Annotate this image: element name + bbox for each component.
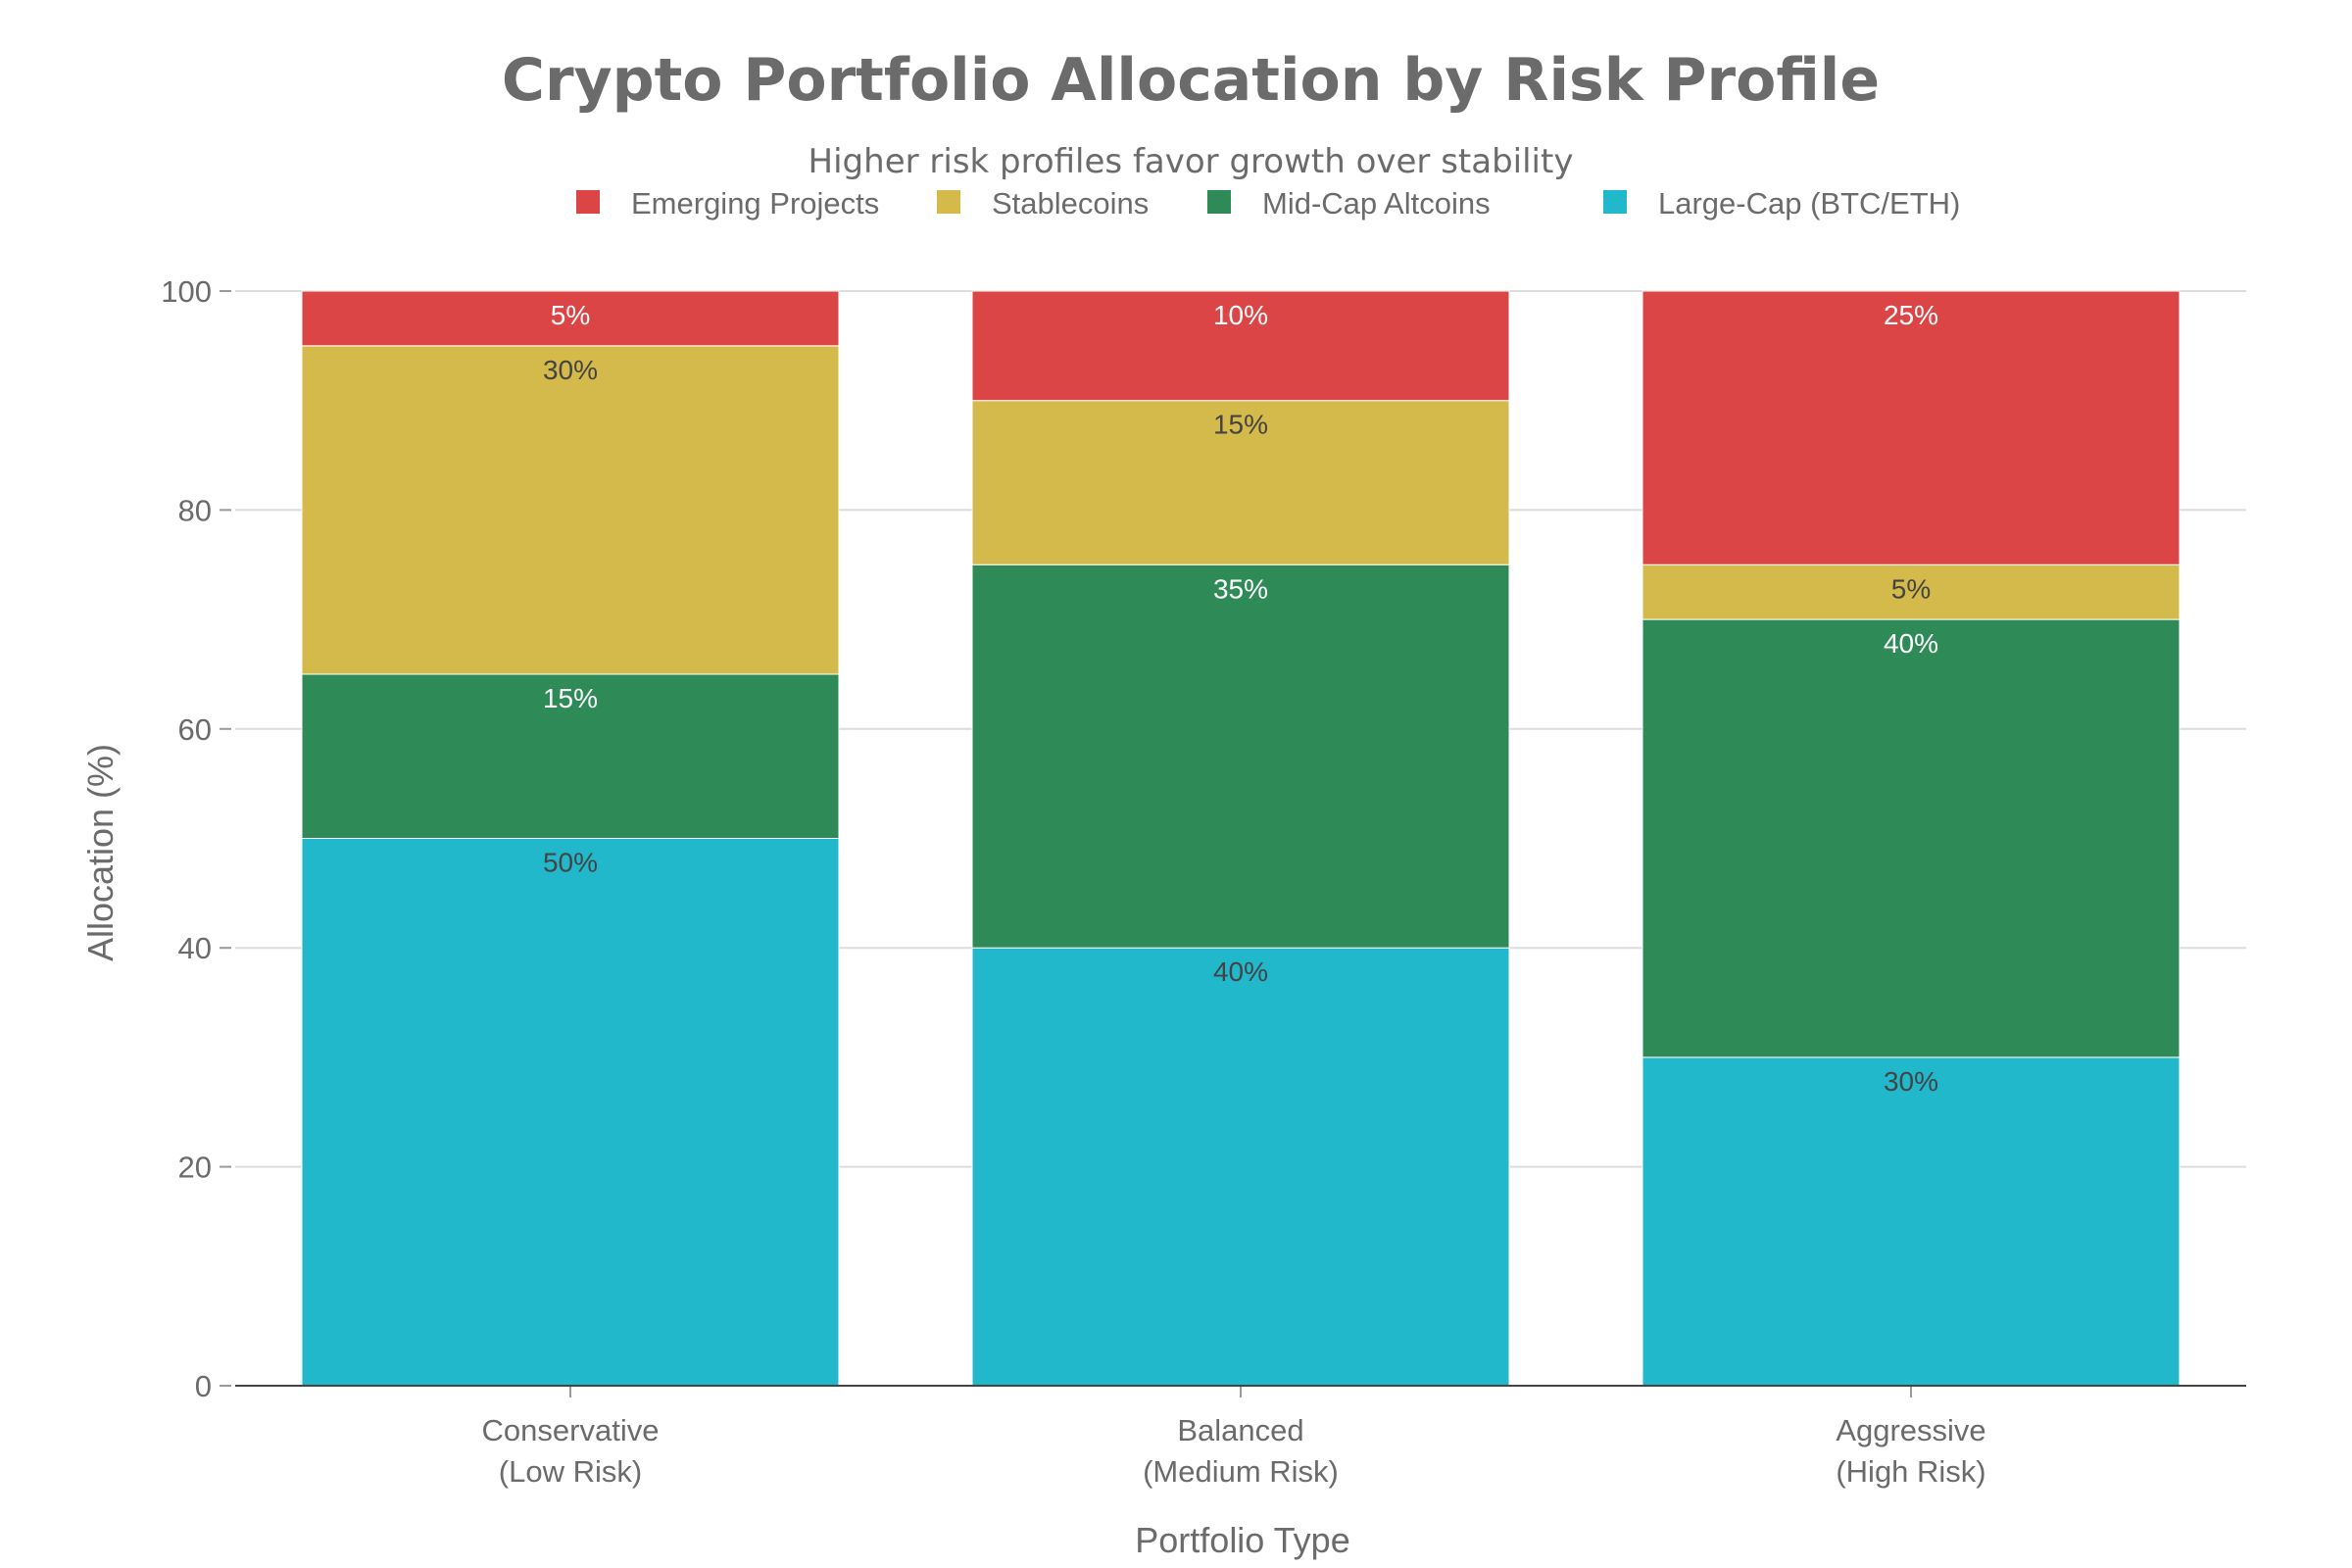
legend-label: Mid-Cap Altcoins <box>1262 186 1491 220</box>
data-label: 25% <box>1884 300 1938 330</box>
data-label: 30% <box>543 355 598 385</box>
bars: 50% 15% 30% 5% 40% 35% 15% 10% 30% 40% 5% 25% <box>301 290 2180 1387</box>
axes: 0 20 40 60 80 100 Conservative (Low Risk) Balanc… <box>161 274 2246 1489</box>
data-label: 15% <box>543 683 598 713</box>
y-tick-label: 100 <box>161 274 212 309</box>
data-label: 15% <box>1213 410 1268 440</box>
data-label: 40% <box>1884 628 1938 659</box>
bar-segment[interactable] <box>971 400 1510 565</box>
bar-segment[interactable] <box>971 947 1510 1387</box>
bar-segment[interactable] <box>971 290 1510 402</box>
chart-title: Crypto Portfolio Allocation by Risk Prof… <box>502 46 1880 115</box>
x-tick-label: Aggressive (High Risk) <box>1836 1413 1985 1489</box>
data-label: 10% <box>1213 300 1268 330</box>
bar-segment[interactable] <box>1642 618 2180 1058</box>
legend-label: Emerging Projects <box>631 186 879 220</box>
y-tick-label: 40 <box>178 931 212 965</box>
bar-segment[interactable] <box>301 838 840 1387</box>
legend-label: Stablecoins <box>992 186 1149 220</box>
y-tick-label: 60 <box>178 712 212 747</box>
legend-swatch <box>1603 190 1627 214</box>
chart-subtitle: Higher risk profiles favor growth over s… <box>808 142 1574 181</box>
data-label: 40% <box>1213 956 1268 987</box>
data-label: 35% <box>1213 573 1268 604</box>
legend-item[interactable]: Stablecoins <box>937 186 1149 220</box>
data-label: 5% <box>551 300 590 330</box>
legend-item[interactable]: Large-Cap (BTC/ETH) <box>1603 186 1960 220</box>
y-tick-label: 80 <box>178 493 212 527</box>
bar-segment[interactable] <box>971 564 1510 949</box>
data-label: 30% <box>1884 1066 1938 1097</box>
legend-swatch <box>576 190 600 214</box>
bar-segment[interactable] <box>1642 1056 2180 1387</box>
data-label: 50% <box>543 848 598 878</box>
x-tick-label: Balanced (Medium Risk) <box>1143 1413 1339 1489</box>
x-axis-title: Portfolio Type <box>1135 1520 1349 1560</box>
data-label: 5% <box>1891 573 1931 604</box>
legend-swatch <box>1207 190 1231 214</box>
x-tick-label: Conservative (Low Risk) <box>482 1413 660 1489</box>
y-tick-label: 0 <box>195 1369 212 1403</box>
bar-segment[interactable] <box>301 290 840 347</box>
legend: Emerging Projects Stablecoins Mid-Cap Altc… <box>576 186 1960 220</box>
legend-item[interactable]: Mid-Cap Altcoins <box>1207 186 1491 220</box>
legend-swatch <box>937 190 960 214</box>
bar-segment[interactable] <box>301 345 840 675</box>
legend-item[interactable]: Emerging Projects <box>576 186 879 220</box>
y-tick-label: 20 <box>178 1151 212 1185</box>
bar-segment[interactable] <box>301 673 840 840</box>
y-axis-title: Allocation (%) <box>80 744 121 961</box>
bar-segment[interactable] <box>1642 290 2180 565</box>
legend-label: Large-Cap (BTC/ETH) <box>1658 186 1960 220</box>
